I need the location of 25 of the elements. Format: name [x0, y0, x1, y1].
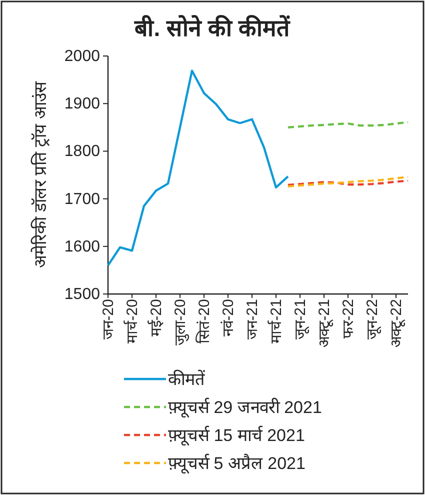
- y-tick-label: 1600: [64, 238, 100, 256]
- y-tick-label: 1900: [64, 96, 100, 113]
- x-tick-label: मार्च-20: [123, 299, 141, 344]
- legend-label: फ़्यूचर्स 5 अप्रैल 2021: [168, 453, 306, 474]
- x-tick-label: मई-20: [147, 299, 165, 337]
- x-tick-label: फर-22: [340, 299, 357, 339]
- x-tick-label: अक्टू-21: [316, 299, 334, 348]
- x-tick-label: सितं-20: [195, 299, 213, 344]
- y-tick-label: 1700: [64, 190, 100, 208]
- x-tick-label: मार्च-21: [267, 299, 285, 344]
- x-tick-label: जुला-20: [172, 299, 190, 346]
- legend-label: कीमतें: [168, 369, 205, 389]
- y-axis-title: अमेरिकी डॉलर प्रति ट्रॉय आउंस: [30, 81, 50, 268]
- x-tick-label: जून-22: [364, 299, 382, 340]
- chart-title: बी. सोने की कीमतें: [134, 14, 290, 41]
- x-tick-label: जून-21: [292, 299, 310, 340]
- x-tick-label: जन-20: [100, 299, 117, 340]
- x-tick-label: नवं-20: [220, 299, 237, 337]
- x-tick-label: अक्टू-22: [388, 299, 406, 348]
- y-tick-label: 1500: [64, 286, 100, 303]
- legend-label: फ़्यूचर्स 29 जनवरी 2021: [168, 397, 322, 418]
- y-tick-label: 2000: [64, 48, 100, 65]
- x-tick-label: जन-21: [244, 299, 261, 340]
- legend-label: फ़्यूचर्स 15 मार्च 2021: [168, 425, 305, 446]
- y-tick-label: 1800: [64, 143, 100, 160]
